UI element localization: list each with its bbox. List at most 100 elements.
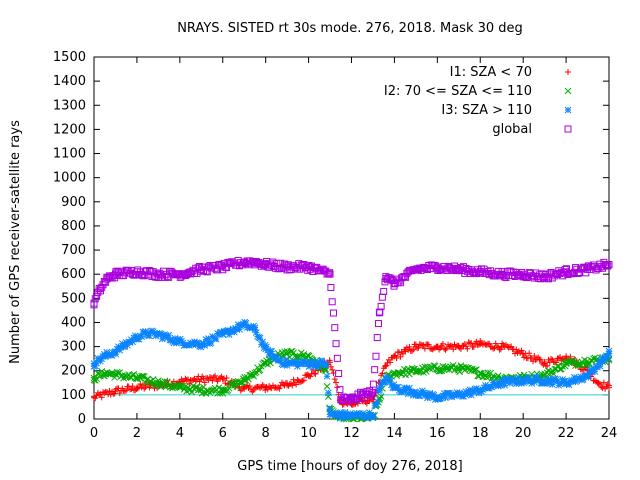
data-point <box>393 355 400 362</box>
data-point <box>137 381 144 388</box>
data-point <box>410 346 417 353</box>
plot-area: 0 2 4 6 8 10 12 14 16 18 20 22 24 010020030040050060… <box>53 50 617 441</box>
data-point <box>470 343 477 350</box>
data-point <box>387 359 394 366</box>
x-tick-label: 22 <box>558 426 575 441</box>
y-tick-label: 900 <box>61 195 86 210</box>
legend-label-i3: I3: SZA > 110 <box>441 103 532 118</box>
y-tick-label: 400 <box>61 315 86 330</box>
data-point <box>314 363 322 371</box>
data-point <box>604 354 612 362</box>
data-point <box>93 375 100 383</box>
chart-title: NRAYS. SISTED rt 30s mode. 276, 2018. Ma… <box>177 21 523 36</box>
data-point <box>208 374 215 381</box>
data-point <box>116 390 123 397</box>
x-tick-label: 2 <box>133 426 141 441</box>
data-point <box>128 386 135 393</box>
legend-symbol <box>565 69 571 75</box>
data-point <box>312 370 319 377</box>
data-point <box>606 382 612 389</box>
y-tick-label: 1000 <box>53 171 86 186</box>
data-point <box>134 385 141 392</box>
data-point <box>197 376 204 383</box>
data-point <box>216 389 224 397</box>
data-point <box>300 377 307 384</box>
legend-symbol <box>564 106 572 114</box>
data-point <box>396 349 403 356</box>
data-point <box>326 405 333 413</box>
data-point <box>457 345 464 352</box>
y-tick-label: 0 <box>78 412 86 427</box>
data-point <box>415 344 422 351</box>
data-point <box>209 377 216 384</box>
y-tick-label: 700 <box>61 243 86 258</box>
data-point <box>184 376 191 383</box>
data-point <box>392 352 399 359</box>
data-point <box>416 341 423 348</box>
data-point <box>111 390 118 397</box>
x-axis-label: GPS time [hours of doy 276, 2018] <box>237 459 462 474</box>
data-point <box>605 261 613 269</box>
legend-label-i2: I2: 70 <= SZA <= 110 <box>384 84 532 99</box>
data-point <box>336 386 344 394</box>
data-point <box>280 381 287 388</box>
data-point <box>129 338 136 346</box>
data-point <box>98 394 105 401</box>
y-tick-label: 300 <box>61 340 86 355</box>
data-point <box>594 379 601 386</box>
data-point <box>508 343 515 350</box>
data-point <box>605 347 613 355</box>
data-point <box>420 342 427 349</box>
data-point <box>490 345 497 352</box>
data-point <box>496 346 503 353</box>
x-tick-label: 10 <box>300 426 317 441</box>
data-point <box>242 319 250 327</box>
data-point <box>604 381 611 388</box>
data-point <box>273 385 280 392</box>
data-point <box>201 379 208 386</box>
data-point <box>591 368 599 375</box>
data-point <box>599 384 606 391</box>
data-point <box>326 269 334 277</box>
data-point <box>293 381 300 388</box>
data-point <box>326 357 333 364</box>
data-point <box>101 389 108 396</box>
data-point <box>544 362 551 369</box>
data-point <box>432 344 439 351</box>
data-point <box>451 341 458 348</box>
data-point <box>373 398 381 406</box>
data-point <box>368 390 376 398</box>
data-point <box>370 413 377 421</box>
data-point <box>512 350 519 357</box>
data-point <box>474 342 481 349</box>
data-point <box>484 369 492 377</box>
series-4 <box>90 256 613 405</box>
data-point <box>435 367 443 375</box>
data-point <box>237 378 245 386</box>
data-point <box>98 368 106 375</box>
data-point <box>375 320 383 328</box>
data-point <box>400 350 406 357</box>
data-point <box>532 356 539 363</box>
data-point <box>324 270 332 278</box>
data-point <box>335 369 343 377</box>
data-point <box>422 368 430 375</box>
data-point <box>439 340 446 347</box>
data-point <box>223 374 230 381</box>
data-point <box>333 354 341 362</box>
data-point <box>182 375 189 382</box>
x-tick-label: 14 <box>386 426 403 441</box>
data-point <box>377 302 385 310</box>
data-point <box>311 370 318 377</box>
data-point <box>383 362 390 369</box>
data-point <box>112 386 119 393</box>
legend-symbol <box>564 87 572 95</box>
data-point <box>121 388 128 395</box>
data-point <box>123 387 130 394</box>
data-point <box>149 375 157 383</box>
data-point <box>153 381 161 389</box>
y-axis-ticks: 0 100 200 300 400 500 600 700 800 900 1000 1100 1200… <box>53 50 609 427</box>
data-point <box>596 362 604 370</box>
x-tick-label: 6 <box>219 426 227 441</box>
data-point <box>298 378 305 385</box>
